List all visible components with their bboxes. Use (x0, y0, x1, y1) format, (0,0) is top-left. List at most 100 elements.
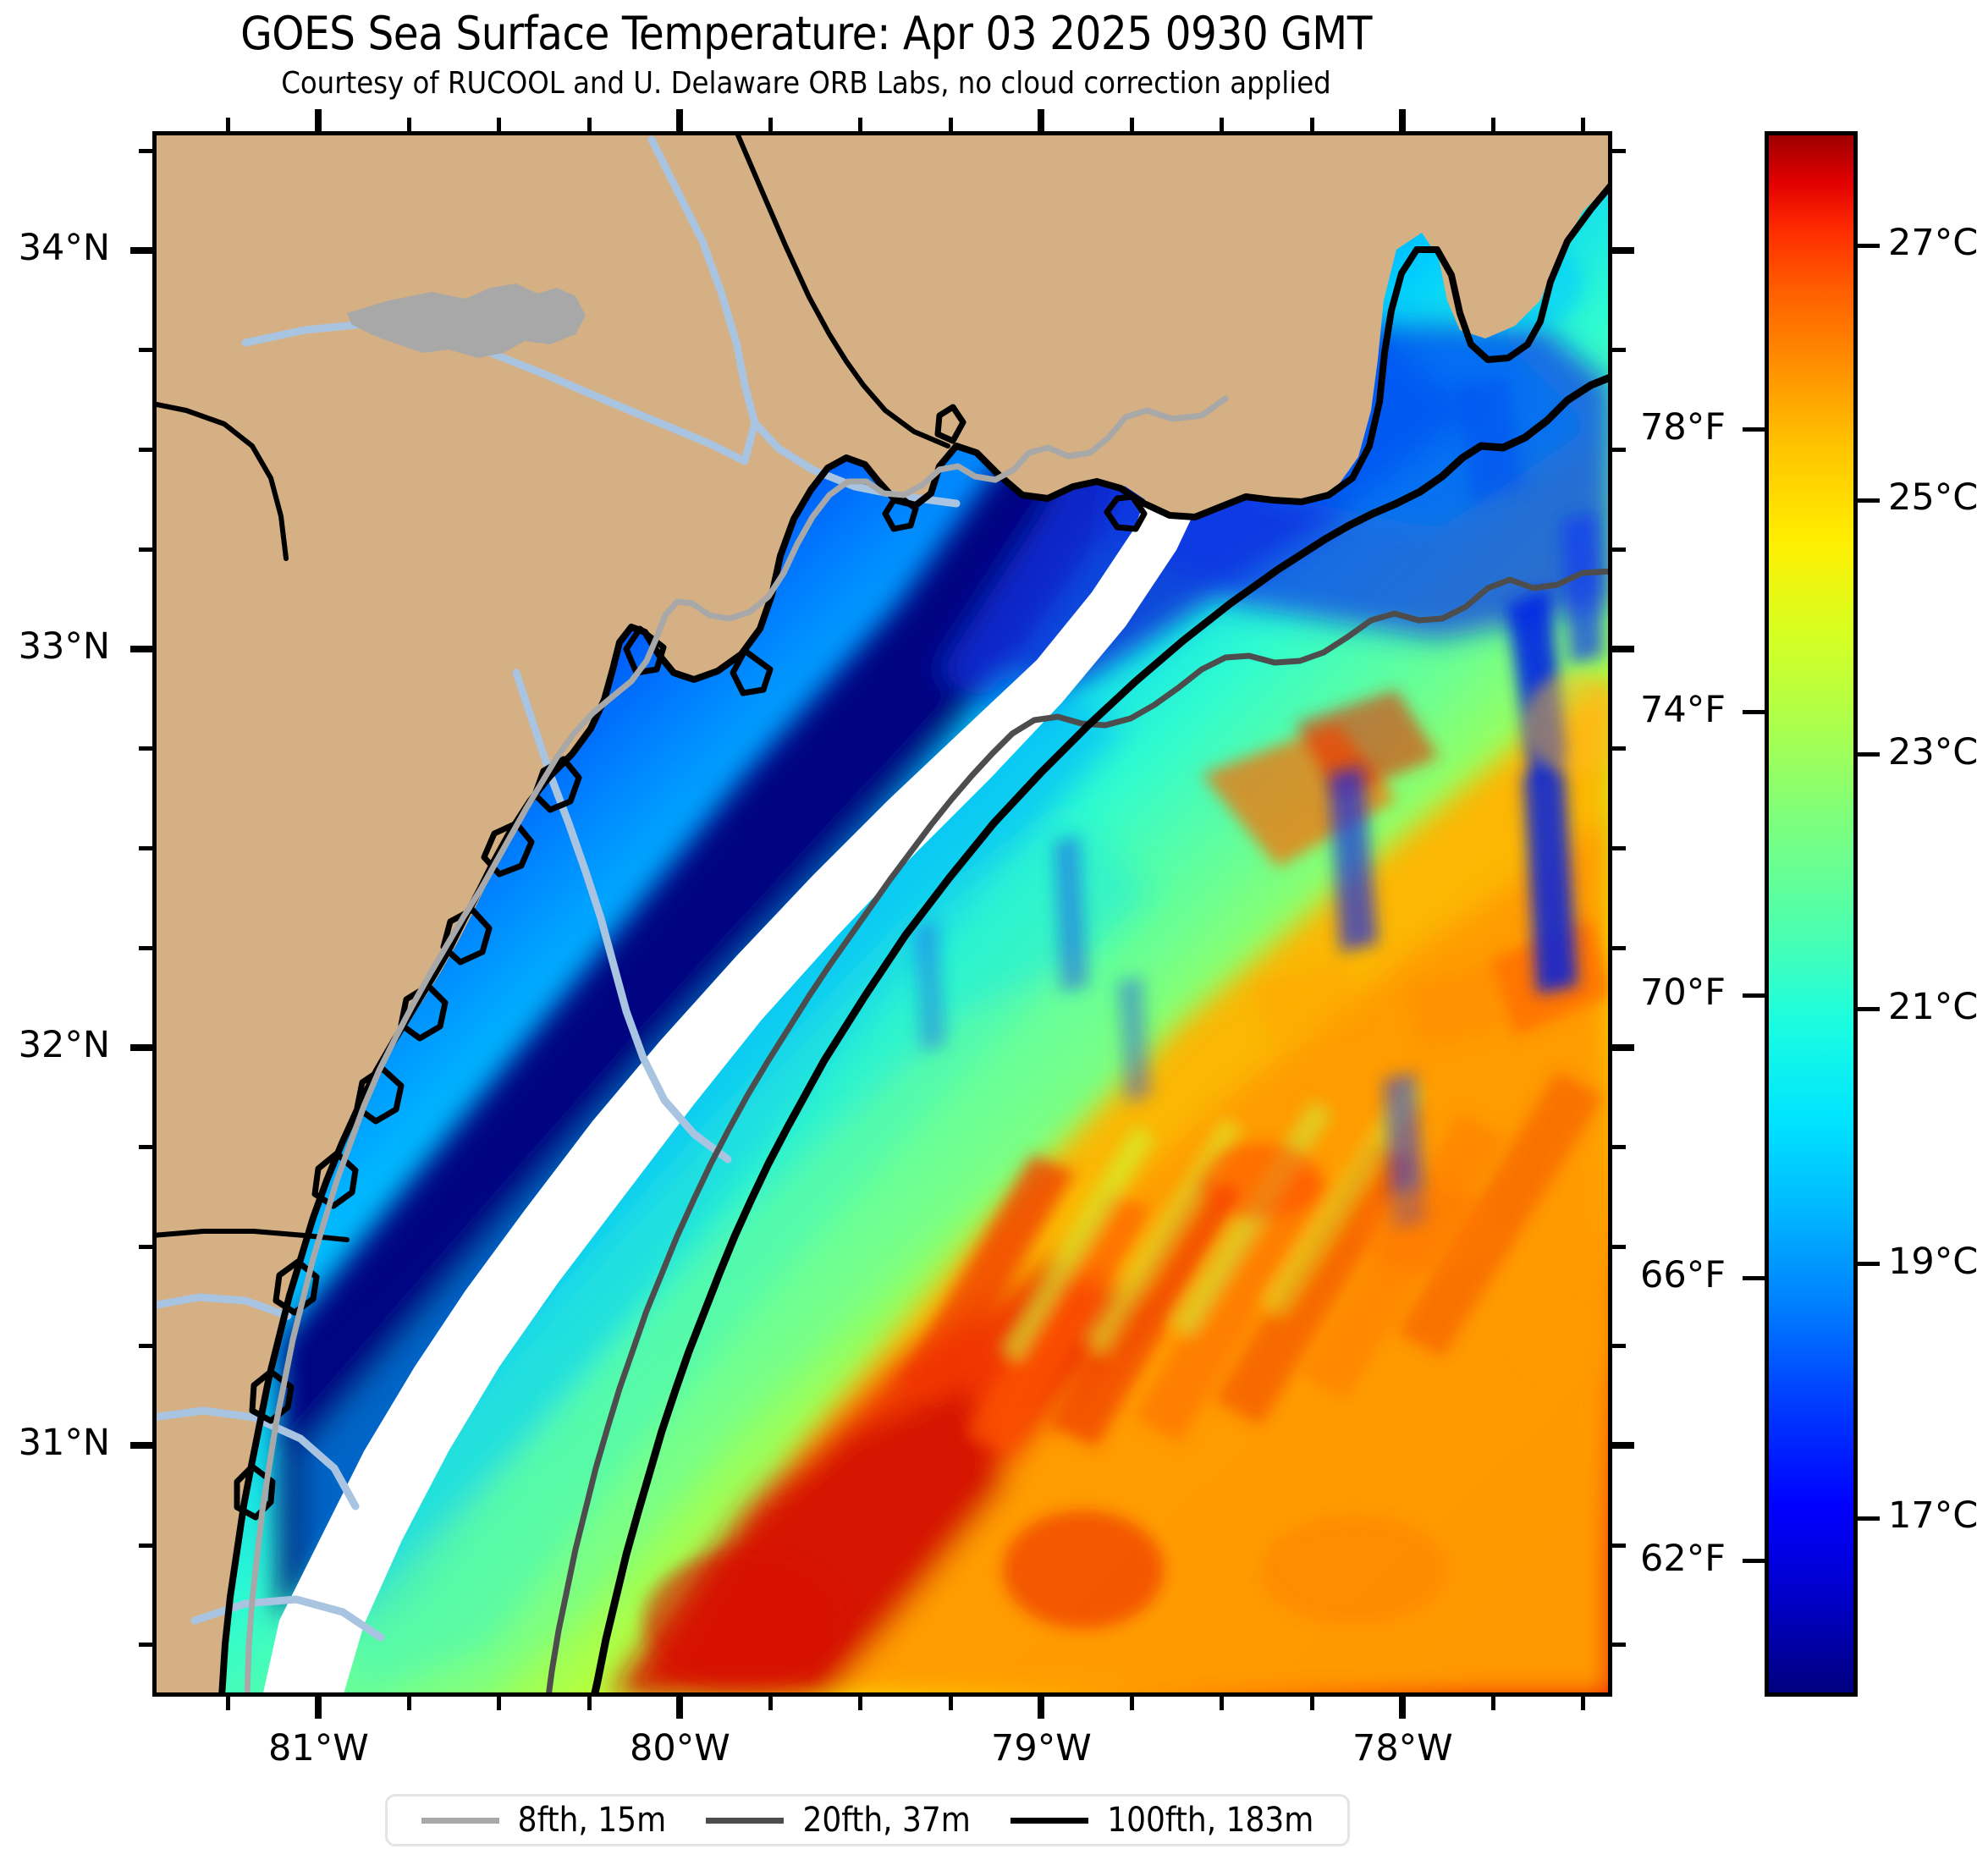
lon-tick-label: 80°W (630, 1727, 730, 1769)
lat-tick-right (1612, 448, 1626, 453)
bathymetry-20fth-contour (545, 568, 1612, 1697)
colorbar-tick-fahrenheit (1743, 993, 1765, 998)
legend-item: 20fth, 37m (706, 1801, 971, 1840)
legend-item: 8fth, 15m (421, 1801, 666, 1840)
lat-tick-minor (139, 746, 152, 751)
lon-tick-top (1399, 109, 1407, 131)
colorbar-tick-celsius (1858, 243, 1880, 248)
map-plot-area[interactable] (152, 131, 1612, 1697)
lon-tick-major (315, 1697, 322, 1719)
map-frame-border (152, 131, 1612, 1697)
lat-tick-minor (139, 1643, 152, 1648)
lon-tick-minor (226, 1697, 231, 1710)
lon-tick-minor (949, 1697, 954, 1710)
lat-tick-right (1612, 149, 1626, 154)
lon-tick-top (587, 118, 592, 131)
lon-tick-top (1490, 118, 1495, 131)
lon-tick-top (858, 118, 863, 131)
lon-tick-minor (1581, 1697, 1586, 1710)
nodata-mask (262, 313, 1236, 1697)
lat-tick-minor (139, 348, 152, 353)
lon-tick-label: 78°W (1352, 1727, 1453, 1769)
lat-tick-minor (139, 149, 152, 154)
lon-tick-top (1038, 109, 1045, 131)
lon-tick-minor (858, 1697, 863, 1710)
colorbar-tick-fahrenheit (1743, 1275, 1765, 1280)
lat-tick-right (1612, 1244, 1626, 1249)
legend-label-8fth: 8fth, 15m (517, 1801, 667, 1840)
lon-tick-label: 81°W (268, 1727, 369, 1769)
lat-tick-right (1612, 1144, 1626, 1149)
lon-tick-top (1129, 118, 1134, 131)
colorbar-tick-celsius (1858, 752, 1880, 757)
colorbar-tick-fahrenheit (1743, 1559, 1765, 1564)
lon-tick-top (1220, 118, 1225, 131)
colorbar-tick-fahrenheit (1743, 710, 1765, 715)
lat-tick-right (1612, 1543, 1626, 1548)
lat-tick-right (1612, 247, 1634, 255)
lat-tick-right (1612, 746, 1626, 751)
lat-tick-right (1612, 1442, 1634, 1450)
lat-tick-label: 32°N (18, 1023, 110, 1066)
sst-colorbar[interactable] (1765, 131, 1858, 1697)
legend-item: 100fth, 183m (1011, 1801, 1313, 1840)
sst-map-svg (152, 131, 1612, 1697)
lon-tick-minor (768, 1697, 773, 1710)
lat-tick-minor (139, 1244, 152, 1249)
lon-tick-top (315, 109, 322, 131)
legend-label-20fth: 20fth, 37m (802, 1801, 971, 1840)
lat-tick-minor (139, 945, 152, 950)
lon-tick-major (1038, 1697, 1045, 1719)
lon-tick-top (768, 118, 773, 131)
colorbar-label-celsius: 17°C (1888, 1494, 1979, 1538)
page-title: GOES Sea Surface Temperature: Apr 03 202… (240, 7, 1372, 60)
lat-tick-right (1612, 1344, 1626, 1349)
bathymetry-legend: 8fth, 15m 20fth, 37m 100fth, 183m (385, 1794, 1350, 1846)
lon-tick-major (676, 1697, 684, 1719)
lon-tick-minor (1490, 1697, 1495, 1710)
colorbar-label-celsius: 27°C (1888, 222, 1979, 265)
lon-tick-minor (1310, 1697, 1315, 1710)
lat-tick-major (130, 1043, 152, 1051)
colorbar-label-fahrenheit: 74°F (1640, 688, 1726, 731)
lat-tick-right (1612, 348, 1626, 353)
lon-tick-minor (1220, 1697, 1225, 1710)
lat-tick-right (1612, 945, 1626, 950)
colorbar-label-fahrenheit: 66°F (1640, 1254, 1726, 1297)
lon-tick-minor (587, 1697, 592, 1710)
lat-tick-right (1612, 645, 1634, 652)
colorbar-tick-celsius (1858, 1262, 1880, 1267)
colorbar-label-fahrenheit: 62°F (1640, 1537, 1726, 1580)
lat-tick-right (1612, 547, 1626, 552)
lon-tick-minor (497, 1697, 502, 1710)
lon-tick-top (1581, 118, 1586, 131)
colorbar-label-fahrenheit: 78°F (1640, 405, 1726, 448)
lat-tick-right (1612, 1643, 1626, 1648)
bathymetry-100fth-contour (590, 372, 1612, 1697)
legend-label-100fth: 100fth, 183m (1107, 1801, 1314, 1840)
bathymetry-8fth-contour (244, 395, 1229, 1697)
lat-tick-minor (139, 547, 152, 552)
lat-tick-label: 33°N (18, 625, 110, 668)
colorbar-tick-celsius (1858, 1007, 1880, 1012)
lat-tick-label: 31°N (18, 1422, 110, 1465)
coastline-inlet-detail (234, 404, 1148, 1521)
coastline (218, 180, 1612, 1697)
lat-tick-minor (139, 1344, 152, 1349)
page-subtitle: Courtesy of RUCOOL and U. Delaware ORB L… (281, 66, 1331, 101)
colorbar-tick-celsius (1858, 498, 1880, 503)
lon-tick-top (949, 118, 954, 131)
colorbar-label-fahrenheit: 70°F (1640, 971, 1726, 1015)
lon-tick-minor (1129, 1697, 1134, 1710)
lon-tick-top (497, 118, 502, 131)
lat-tick-major (130, 247, 152, 255)
lat-tick-right (1612, 845, 1626, 850)
lat-tick-major (130, 1442, 152, 1450)
lat-tick-minor (139, 845, 152, 850)
lat-tick-minor (139, 448, 152, 453)
colorbar-label-celsius: 19°C (1888, 1240, 1979, 1283)
lon-tick-top (226, 118, 231, 131)
colorbar-label-celsius: 25°C (1888, 476, 1979, 520)
lat-tick-label: 34°N (18, 227, 110, 270)
legend-line-20fth (706, 1817, 785, 1824)
